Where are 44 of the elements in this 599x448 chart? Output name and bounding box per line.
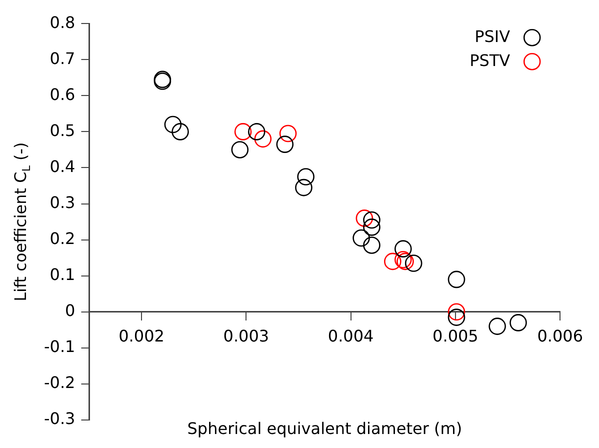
y-tick-label: 0.3 <box>50 192 76 212</box>
x-tick-label: 0.002 <box>118 326 164 346</box>
point <box>248 123 266 140</box>
y-tick-label: 0.8 <box>50 12 76 32</box>
point <box>276 136 294 153</box>
x-axis-title: Spherical equivalent diameter (m) <box>187 419 462 438</box>
x-tick-label: 0.006 <box>537 326 584 346</box>
point <box>234 123 252 140</box>
legend-label: PSIV <box>474 26 510 46</box>
point <box>231 141 249 158</box>
point <box>352 229 370 247</box>
y-tick-label: -0.2 <box>44 373 76 392</box>
y-tick-label: 0.7 <box>50 48 76 68</box>
x-tick-label: 0.005 <box>432 326 478 346</box>
point <box>448 308 466 326</box>
legend-label: PSTV <box>470 50 510 70</box>
y-tick-label: -0.3 <box>44 409 76 428</box>
y-tick-label: 0.4 <box>50 156 76 176</box>
point <box>384 252 402 270</box>
point <box>404 254 422 272</box>
y-tick-label: 0.1 <box>50 265 76 284</box>
point <box>356 210 374 227</box>
y-axis-title: Lift coefficient CL (-) <box>11 142 33 302</box>
y-tick-label: 0.6 <box>50 84 76 104</box>
point <box>363 211 380 229</box>
point <box>363 236 380 254</box>
point <box>363 218 380 236</box>
point <box>448 270 466 288</box>
point <box>448 303 466 321</box>
y-tick-label: 0 <box>65 301 76 320</box>
point <box>164 116 182 134</box>
point <box>297 168 314 186</box>
y-tick-label: 0.2 <box>50 228 76 248</box>
point <box>254 130 272 148</box>
point <box>172 123 189 140</box>
point <box>295 178 312 196</box>
point <box>279 124 297 142</box>
y-tick-label: 0.5 <box>50 120 76 140</box>
y-tick-label: -0.1 <box>44 337 76 356</box>
point <box>510 314 527 332</box>
point <box>488 318 506 335</box>
point <box>394 240 412 258</box>
x-tick-label: 0.004 <box>328 326 374 346</box>
x-tick-label: 0.003 <box>223 326 270 346</box>
